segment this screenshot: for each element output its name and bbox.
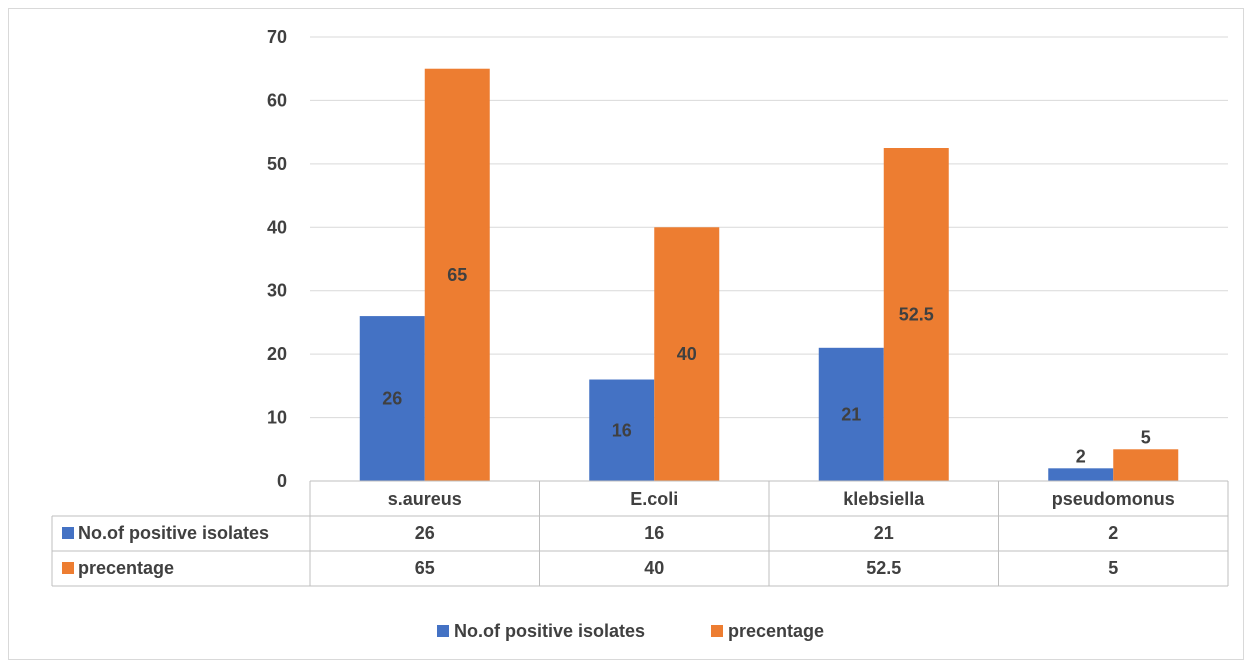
- category-label: pseudomonus: [1052, 489, 1175, 509]
- category-label: klebsiella: [843, 489, 925, 509]
- bar: [1113, 449, 1179, 481]
- y-tick-label: 0: [277, 471, 287, 491]
- data-label: 52.5: [899, 305, 934, 325]
- data-label: 40: [677, 344, 697, 364]
- category-label: E.coli: [630, 489, 678, 509]
- bar: [424, 68, 490, 481]
- y-axis: 0 10 20 30 40 50 60 70: [267, 27, 287, 491]
- table-cell: 21: [874, 523, 894, 543]
- data-label: 5: [1141, 427, 1151, 447]
- data-label: 2: [1076, 446, 1086, 466]
- bar: [818, 347, 884, 481]
- bar: [883, 148, 949, 481]
- bar: [654, 227, 720, 481]
- table-cell: 2: [1108, 523, 1118, 543]
- table-cell: 5: [1108, 558, 1118, 578]
- y-tick-label: 10: [267, 408, 287, 428]
- table-series-name: precentage: [78, 558, 174, 578]
- data-label: 65: [447, 265, 467, 285]
- legend: No.of positive isolates precentage: [437, 621, 824, 641]
- y-tick-label: 40: [267, 217, 287, 237]
- y-tick-label: 50: [267, 154, 287, 174]
- chart-frame: [8, 8, 1244, 660]
- bars: [359, 68, 1179, 481]
- table-cell: 26: [415, 523, 435, 543]
- legend-label: No.of positive isolates: [454, 621, 645, 641]
- category-label: s.aureus: [388, 489, 462, 509]
- bar: [1048, 468, 1114, 481]
- y-tick-label: 20: [267, 344, 287, 364]
- y-tick-label: 30: [267, 281, 287, 301]
- table-legend-key: [62, 562, 74, 574]
- legend-key: [437, 625, 449, 637]
- legend-label: precentage: [728, 621, 824, 641]
- data-table: s.aureus E.coli klebsiella pseudomonus No.of…: [51, 480, 1229, 587]
- table-legend-key: [62, 527, 74, 539]
- y-tick-label: 60: [267, 90, 287, 110]
- y-tick-label: 70: [267, 27, 287, 47]
- table-cell: 52.5: [866, 558, 901, 578]
- legend-key: [711, 625, 723, 637]
- table-cell: 16: [644, 523, 664, 543]
- table-cell: 65: [415, 558, 435, 578]
- table-series-name: No.of positive isolates: [78, 523, 269, 543]
- bar: [359, 316, 425, 481]
- bar: [589, 379, 655, 481]
- data-label: 21: [841, 404, 861, 424]
- data-labels: 26 65 16 40 21 52.5 2 5: [382, 265, 1151, 466]
- data-label: 16: [612, 420, 632, 440]
- table-cell: 40: [644, 558, 664, 578]
- data-label: 26: [382, 389, 402, 409]
